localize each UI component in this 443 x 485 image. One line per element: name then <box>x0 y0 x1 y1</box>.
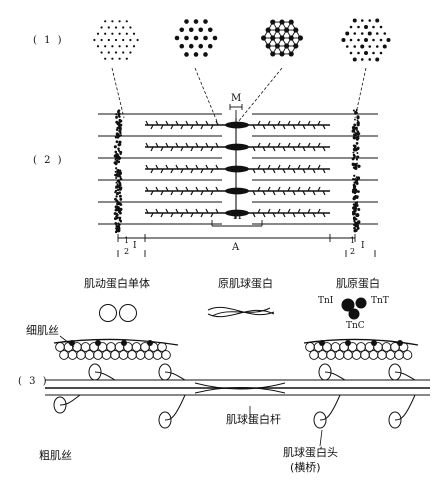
a-band-label: A <box>232 243 239 253</box>
actin-monomer-label: 肌动蛋白单体 <box>84 278 150 289</box>
half-i-numerator-left: 1 <box>124 237 129 245</box>
half-i-numerator-right: 1 <box>350 237 355 245</box>
tropomyosin-label: 原肌球蛋白 <box>218 278 273 289</box>
band-brackets <box>118 234 375 257</box>
h-zone-label: H <box>233 212 242 222</box>
i-band-label-right: I <box>361 242 365 251</box>
i-band-label-left: I <box>133 242 137 251</box>
cross-section-overlap <box>261 19 303 56</box>
tnc-label: TnC <box>346 322 365 331</box>
myosin-head-label: 肌球蛋白头 <box>283 447 338 458</box>
tropomyosin-strands <box>208 307 274 316</box>
half-i-denominator-left: 2 <box>124 248 129 256</box>
cross-section-thin-only <box>93 20 138 60</box>
thin-filament-label: 细肌丝 <box>26 325 59 336</box>
section-label-1: ( 1 ) <box>33 36 64 46</box>
cross-section-thick-only <box>175 19 218 57</box>
filament-leaders <box>60 336 322 446</box>
tnt-label: TnT <box>371 297 389 306</box>
cross-bridge-label: (横桥) <box>290 462 321 473</box>
m-line-bracket <box>230 104 242 118</box>
myosin-rod-label: 肌球蛋白杆 <box>226 414 281 425</box>
cross-section-thin-actin <box>342 19 391 62</box>
section-label-3: ( 3 ) <box>18 377 49 387</box>
troponin-complex <box>342 298 367 320</box>
section-label-2: ( 2 ) <box>33 156 64 166</box>
half-i-denominator-right: 2 <box>350 248 355 256</box>
tni-label: TnI <box>318 297 333 306</box>
actin-monomer-pair <box>100 305 137 322</box>
thick-filament-label: 粗肌丝 <box>39 450 72 461</box>
m-line-label: M <box>231 94 241 104</box>
troponin-label: 肌原蛋白 <box>336 278 380 289</box>
